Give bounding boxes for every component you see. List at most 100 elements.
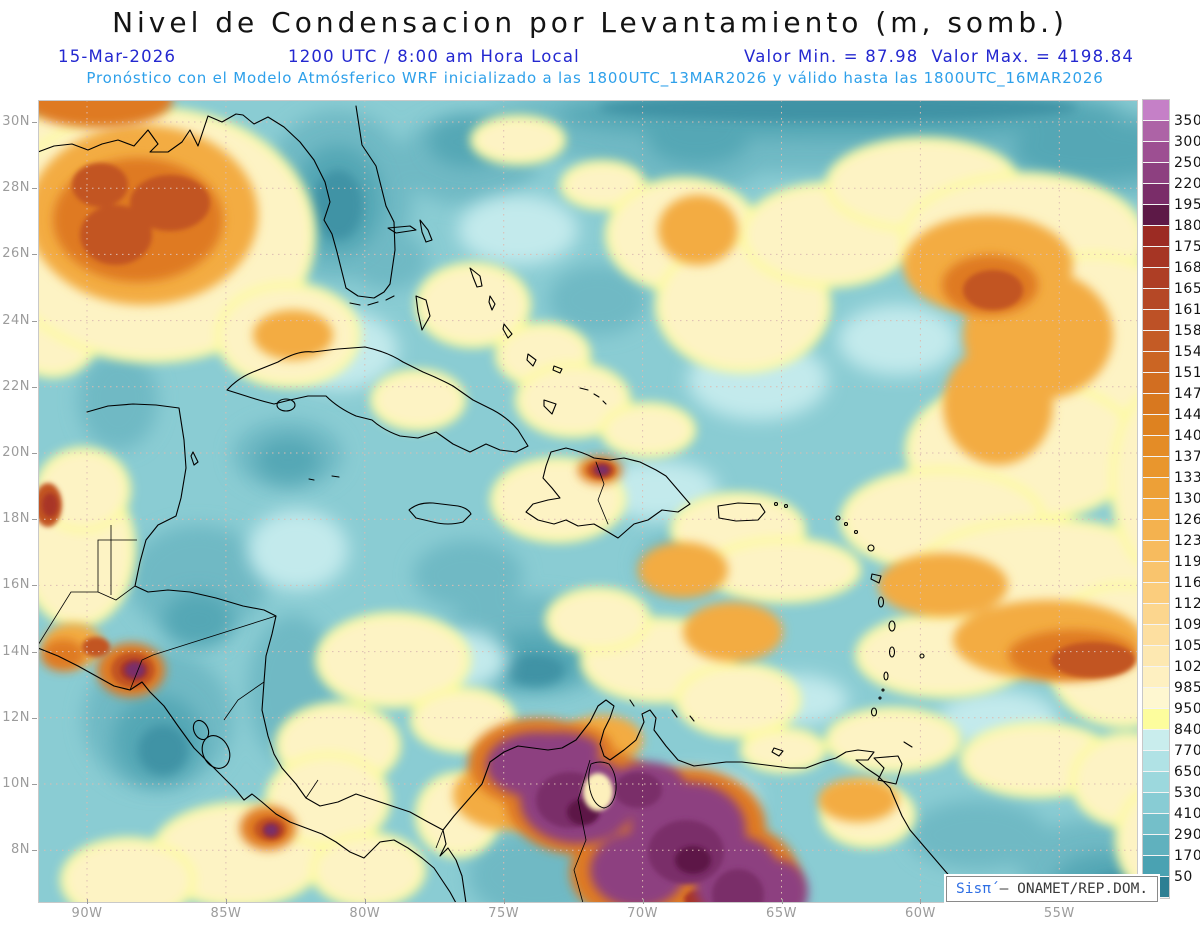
colorbar-segment: [1143, 793, 1169, 814]
lon-tick-label: 90W: [71, 906, 103, 921]
colorbar-segment: [1143, 415, 1169, 436]
coastlines: [38, 105, 973, 903]
colorbar-tick-label: 1055: [1174, 638, 1200, 654]
colorbar-tick-label: 1230: [1174, 533, 1200, 549]
colorbar-tick-label: 1685: [1174, 260, 1200, 276]
colorbar-tick-label: 1580: [1174, 323, 1200, 339]
colorbar-segment: [1143, 205, 1169, 226]
colorbar-tick-label: 2200: [1174, 176, 1200, 192]
colorbar-tick-label: 950: [1174, 701, 1200, 717]
colorbar-segment: [1143, 667, 1169, 688]
colorbar-tick-label: 985: [1174, 680, 1200, 696]
colorbar-tick-label: 840: [1174, 722, 1200, 738]
colorbar-segment: [1143, 310, 1169, 331]
colorbar-tick-label: 1370: [1174, 449, 1200, 465]
colorbar-tick-label: 50: [1174, 869, 1193, 885]
colorbar-segment: [1143, 604, 1169, 625]
colorbar-segment: [1143, 688, 1169, 709]
lat-tick-mark: [32, 717, 37, 719]
value-max: Valor Max. = 4198.84: [931, 47, 1135, 66]
colorbar-tick-label: 3500: [1174, 113, 1200, 129]
colorbar-tick-label: 770: [1174, 743, 1200, 759]
lon-tick-label: 60W: [904, 906, 936, 921]
lat-tick-label: 24N: [2, 312, 30, 328]
colorbar-tick-label: 1020: [1174, 659, 1200, 675]
colorbar-segment: [1143, 289, 1169, 310]
map-canvas: [38, 100, 1138, 903]
colorbar-segment: [1143, 394, 1169, 415]
lon-tick-label: 70W: [627, 906, 659, 921]
lat-tick-label: 16N: [2, 577, 30, 593]
colorbar-segment: [1143, 835, 1169, 856]
colorbar-tick-label: 3000: [1174, 134, 1200, 150]
colorbar-segment: [1143, 625, 1169, 646]
watermark-org: – ONAMET/REP.DOM.: [990, 881, 1149, 897]
colorbar-segment: [1143, 646, 1169, 667]
colorbar-segment: [1143, 478, 1169, 499]
colorbar-segment: [1143, 772, 1169, 793]
colorbar-segment: [1143, 163, 1169, 184]
colorbar-segment: [1143, 268, 1169, 289]
colorbar-segment: [1143, 436, 1169, 457]
lon-tick-label: 75W: [488, 906, 520, 921]
colorbar-segment: [1143, 247, 1169, 268]
colorbar-segment: [1143, 709, 1169, 730]
colorbar-segment: [1143, 583, 1169, 604]
colorbar-segment: [1143, 331, 1169, 352]
colorbar-tick-label: 1265: [1174, 512, 1200, 528]
colorbar-segment: [1143, 520, 1169, 541]
colorbar-tick-label: 290: [1174, 827, 1200, 843]
model-init-line: Pronóstico con el Modelo Atmósferico WRF…: [86, 69, 1104, 87]
colorbar-segment: [1143, 121, 1169, 142]
colorbar-tick-label: 1650: [1174, 281, 1200, 297]
colorbar-segment: [1143, 352, 1169, 373]
contour-field: [38, 100, 1138, 903]
colorbar-segment: [1143, 142, 1169, 163]
page-title: Nivel de Condensacion por Levantamiento …: [112, 6, 1068, 39]
colorbar-tick-label: 530: [1174, 785, 1200, 801]
lat-tick-label: 28N: [2, 180, 30, 196]
lon-tick-mark: [781, 899, 783, 904]
lon-tick-mark: [87, 899, 88, 904]
lat-tick-mark: [32, 320, 37, 322]
lat-tick-label: 20N: [2, 445, 30, 460]
lat-tick-label: 10N: [2, 776, 30, 791]
colorbar-tick-label: 1160: [1174, 575, 1200, 591]
colorbar-tick-label: 1475: [1174, 386, 1200, 402]
lat-tick-label: 12N: [2, 709, 30, 725]
field-min-max: Valor Min. = 87.98 Valor Max. = 4198.84: [744, 47, 1134, 66]
lat-tick-mark: [32, 453, 37, 454]
watermark-brand: Sisπ́: [956, 881, 991, 897]
colorbar-tick-label: 1090: [1174, 617, 1200, 633]
colorbar-segment: [1143, 184, 1169, 205]
lat-tick-mark: [32, 386, 37, 388]
colorbar-tick-label: 1300: [1174, 491, 1200, 507]
colorbar-tick-label: 1750: [1174, 239, 1200, 255]
colorbar-segment: [1143, 457, 1169, 478]
lat-tick-mark: [32, 651, 37, 653]
lon-tick-label: 65W: [766, 906, 797, 921]
lat-tick-label: 22N: [2, 378, 30, 394]
map-plot-area: [38, 100, 1138, 903]
colorbar-tick-label: 1125: [1174, 596, 1200, 612]
lat-tick-label: 30N: [2, 114, 30, 129]
lat-tick-mark: [32, 188, 37, 190]
forecast-date: 15-Mar-2026: [58, 47, 177, 66]
colorbar-segment: [1143, 226, 1169, 247]
lat-tick-mark: [32, 850, 37, 852]
colorbar-tick-label: 1800: [1174, 218, 1200, 234]
value-min: Valor Min. = 87.98: [744, 47, 919, 66]
lon-tick-label: 55W: [1043, 906, 1075, 921]
lon-tick-label: 85W: [210, 906, 242, 921]
colorbar-segment: [1143, 499, 1169, 520]
colorbar: [1142, 99, 1170, 899]
colorbar-tick-label: 650: [1174, 764, 1200, 780]
lat-tick-mark: [32, 122, 37, 123]
colorbar-segment: [1143, 730, 1169, 751]
colorbar-tick-label: 1195: [1174, 554, 1200, 570]
country-borders: [38, 525, 591, 903]
lon-tick-mark: [642, 899, 644, 904]
colorbar-tick-label: 1440: [1174, 407, 1200, 423]
lon-tick-mark: [225, 899, 227, 904]
colorbar-tick-label: 1545: [1174, 344, 1200, 360]
